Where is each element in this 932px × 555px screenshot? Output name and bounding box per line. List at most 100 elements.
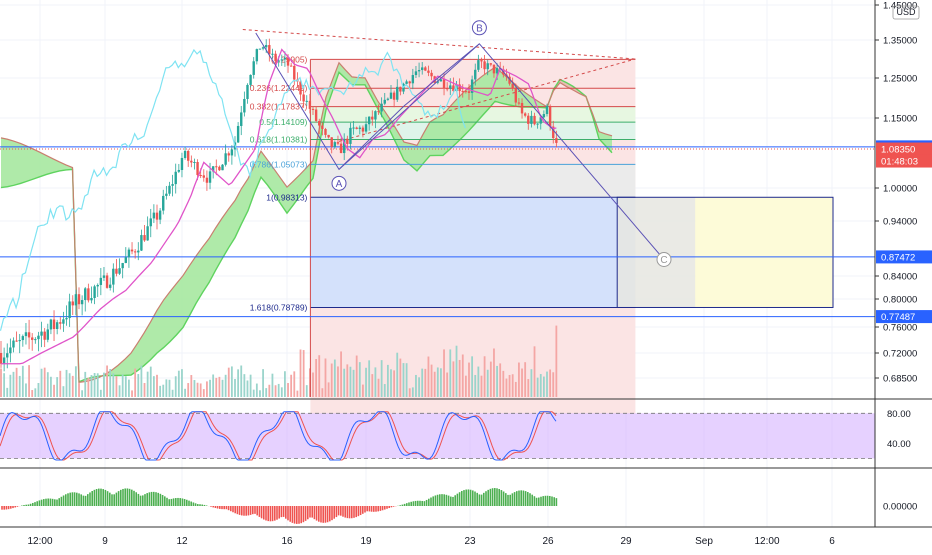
volume-bar (403, 363, 405, 397)
candle-body (443, 79, 445, 88)
volume-bar (399, 359, 401, 397)
histogram-bar (333, 506, 335, 519)
candle-body (281, 59, 283, 60)
histogram-bar (534, 496, 536, 506)
volume-bar (253, 390, 255, 397)
histogram-bar (426, 500, 428, 506)
candle-body (237, 126, 239, 142)
histogram-bar (494, 488, 496, 506)
histogram-bar (322, 506, 324, 523)
histogram-bar (47, 498, 49, 506)
histogram-bar (65, 494, 67, 506)
histogram-bar (362, 506, 364, 514)
volume-bar (106, 365, 108, 397)
histogram-bar (520, 490, 522, 506)
histogram-bar (549, 496, 551, 506)
histogram-bar (98, 489, 100, 506)
histogram-bar (311, 506, 313, 518)
volume-bar (375, 367, 377, 397)
histogram-bar (329, 506, 331, 521)
histogram-bar (303, 506, 305, 522)
volume-bar (63, 386, 65, 397)
volume-bar (87, 378, 89, 397)
candle-body (274, 54, 276, 61)
histogram-bar (36, 501, 38, 506)
candle-body (265, 45, 267, 47)
volume-bar (540, 374, 542, 397)
volume-bar (350, 367, 352, 397)
volume-bar (109, 369, 111, 397)
candle-body (368, 117, 370, 125)
candle-body (231, 149, 233, 155)
candle-body (37, 336, 39, 339)
volume-bar (100, 390, 102, 397)
histogram-bar (120, 490, 122, 506)
histogram-bar (58, 498, 60, 506)
candle-body (359, 128, 361, 129)
volume-bar (502, 371, 504, 397)
volume-bar (268, 385, 270, 397)
histogram-bar (355, 506, 357, 517)
volume-bar (446, 373, 448, 397)
candle-body (3, 357, 5, 363)
histogram-bar (498, 489, 500, 506)
volume-bar (215, 378, 217, 397)
histogram-bar (14, 506, 16, 507)
histogram-bar (131, 490, 133, 506)
candle-body (62, 319, 64, 323)
candle-body (50, 320, 52, 330)
histogram-bar (151, 492, 153, 506)
histogram-bar (545, 496, 547, 506)
volume-bar (284, 371, 286, 397)
candle-body (193, 162, 195, 163)
histogram-bar (184, 499, 186, 506)
volume-bar (300, 350, 302, 397)
volume-bar (484, 356, 486, 397)
histogram-bar (80, 494, 82, 506)
histogram-bar (94, 490, 96, 506)
volume-bar (75, 366, 77, 397)
histogram-bar (294, 506, 296, 524)
volume-bar (31, 390, 33, 397)
volume-bar (290, 375, 292, 397)
histogram-bar (188, 501, 190, 506)
histogram-bar (531, 495, 533, 506)
candle-body (536, 124, 538, 125)
volume-bar (34, 388, 36, 397)
histogram-bar (474, 492, 476, 506)
candle-body (284, 58, 286, 60)
histogram-bar (105, 490, 107, 506)
histogram-bar (421, 501, 423, 506)
histogram-bar (69, 493, 71, 506)
price-label: 0.87472 (881, 252, 915, 263)
candle-body (84, 288, 86, 300)
histogram-bar (349, 506, 351, 518)
histogram-bar (186, 500, 188, 506)
histogram-bar (448, 496, 450, 506)
candle-body (418, 70, 420, 71)
volume-bar (219, 377, 221, 397)
ichimoku-cloud-segment (450, 100, 457, 150)
candle-body (449, 85, 451, 88)
histogram-bar (465, 490, 467, 506)
volume-bar (38, 383, 40, 397)
volume-bar (412, 387, 414, 397)
volume-bar (28, 365, 30, 397)
candle-body (331, 137, 333, 147)
histogram-bar (164, 496, 166, 506)
candle-body (19, 340, 21, 341)
candle-body (246, 85, 248, 99)
candle-body (324, 129, 326, 135)
histogram-bar (305, 506, 307, 521)
histogram-bar (512, 493, 514, 506)
time-tick-label: 19 (360, 536, 372, 547)
candle-body (75, 294, 77, 305)
volume-bar (19, 376, 21, 397)
candle-body (9, 347, 11, 353)
volume-bar (265, 388, 267, 397)
candle-body (477, 60, 479, 70)
histogram-bar (338, 506, 340, 515)
candle-body (365, 124, 367, 131)
candle-body (240, 112, 242, 126)
